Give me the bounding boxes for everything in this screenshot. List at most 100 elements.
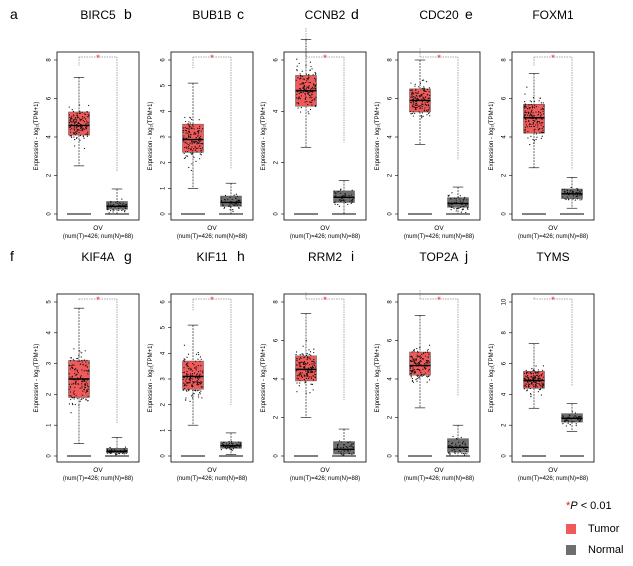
tumor-point xyxy=(427,101,429,103)
tumor-point xyxy=(88,362,90,364)
tumor-point xyxy=(538,121,541,123)
tumor-point xyxy=(428,91,430,93)
tumor-point xyxy=(86,359,88,361)
tumor-point xyxy=(428,368,430,371)
tumor-point xyxy=(413,106,416,108)
tumor-point xyxy=(530,375,532,378)
tumor-point xyxy=(189,148,192,150)
tumor-point xyxy=(70,398,72,401)
y-tick-label: 8 xyxy=(388,300,394,304)
tumor-point xyxy=(535,365,537,367)
normal-point xyxy=(458,441,460,443)
normal-point xyxy=(335,192,337,194)
y-tick-label: 0 xyxy=(161,212,167,216)
panel-title: CDC20 xyxy=(419,8,459,22)
plot-frame xyxy=(511,293,595,463)
tumor-point xyxy=(202,143,204,145)
tumor-point xyxy=(82,130,84,132)
legend-tumor: Tumor xyxy=(566,522,619,536)
tumor-point xyxy=(69,391,72,393)
normal-point xyxy=(121,452,124,454)
tumor-point xyxy=(532,378,534,380)
tumor-point xyxy=(299,362,301,364)
normal-point xyxy=(112,204,115,206)
tumor-point xyxy=(416,356,418,358)
normal-point xyxy=(223,441,225,443)
normal-point xyxy=(231,198,233,201)
tumor-point xyxy=(78,354,80,357)
tumor-point xyxy=(76,116,79,118)
x-axis-label: OV xyxy=(93,225,103,232)
normal-point xyxy=(349,200,351,202)
normal-point xyxy=(575,195,577,197)
tumor-point xyxy=(306,363,308,365)
tumor-point xyxy=(305,372,308,375)
tumor-point xyxy=(315,96,317,98)
panel-j: j TYMS 0 2 4 6 8 10 Expression - log₂(TPM+1) OV (n… xyxy=(464,248,595,482)
panel-c: c CCNB2 0 2 4 6 Expression - log₂(TPM+1) OV (num… xyxy=(237,6,367,240)
tumor-point xyxy=(296,70,298,72)
y-tick-label: 4 xyxy=(388,135,394,139)
tumor-point xyxy=(79,387,81,389)
tumor-point xyxy=(309,61,312,63)
tumor-point xyxy=(296,68,298,71)
tumor-point xyxy=(523,106,525,108)
tumor-point xyxy=(417,362,420,364)
tumor-point xyxy=(533,376,535,378)
tumor-point xyxy=(422,97,424,99)
normal-point xyxy=(448,194,450,196)
normal-point xyxy=(220,197,222,199)
tumor-point xyxy=(87,399,89,402)
tumor-point xyxy=(423,98,425,100)
tumor-point xyxy=(414,83,416,85)
tumor-point xyxy=(296,65,298,67)
tumor-point xyxy=(302,81,304,84)
tumor-point xyxy=(71,136,73,138)
tumor-point xyxy=(198,130,200,132)
x-axis-sublabel: (num(T)=426; num(N)=88) xyxy=(177,476,247,482)
tumor-point xyxy=(73,398,75,400)
normal-point xyxy=(227,199,229,201)
tumor-point xyxy=(300,88,302,90)
tumor-point xyxy=(424,366,426,368)
normal-point xyxy=(460,211,463,213)
tumor-point xyxy=(189,367,191,369)
tumor-point xyxy=(539,383,541,385)
normal-point xyxy=(340,192,342,195)
y-tick-label: 0 xyxy=(274,212,280,216)
tumor-point xyxy=(76,130,78,132)
tumor-point xyxy=(425,105,427,107)
tumor-point xyxy=(197,147,199,149)
tumor-point xyxy=(69,129,71,131)
tumor-point xyxy=(79,351,81,353)
tumor-point xyxy=(75,132,77,134)
tumor-point xyxy=(69,368,71,370)
normal-point xyxy=(345,445,347,448)
tumor-point xyxy=(182,378,184,381)
tumor-point xyxy=(309,94,311,97)
tumor-point xyxy=(303,78,306,80)
tumor-point xyxy=(527,130,529,133)
normal-point xyxy=(342,195,344,197)
tumor-point xyxy=(191,370,193,372)
tumor-point xyxy=(524,103,526,105)
tumor-point xyxy=(192,152,194,154)
tumor-point xyxy=(305,339,307,342)
normal-point xyxy=(562,416,565,418)
tumor-point xyxy=(182,382,185,384)
tumor-point xyxy=(307,362,309,364)
tumor-point xyxy=(79,139,81,141)
tumor-point xyxy=(539,384,541,387)
tumor-point xyxy=(529,113,532,115)
tumor-point xyxy=(538,100,540,102)
tumor-point xyxy=(314,77,316,80)
tumor-point xyxy=(70,120,72,122)
normal-point xyxy=(578,415,580,418)
tumor-point xyxy=(191,384,193,386)
y-tick-label: 0 xyxy=(47,454,53,458)
x-axis-label: OV xyxy=(434,467,444,474)
normal-point xyxy=(340,453,343,455)
tumor-point xyxy=(201,397,203,399)
tumor-point xyxy=(525,378,527,380)
tumor-point xyxy=(419,347,421,349)
